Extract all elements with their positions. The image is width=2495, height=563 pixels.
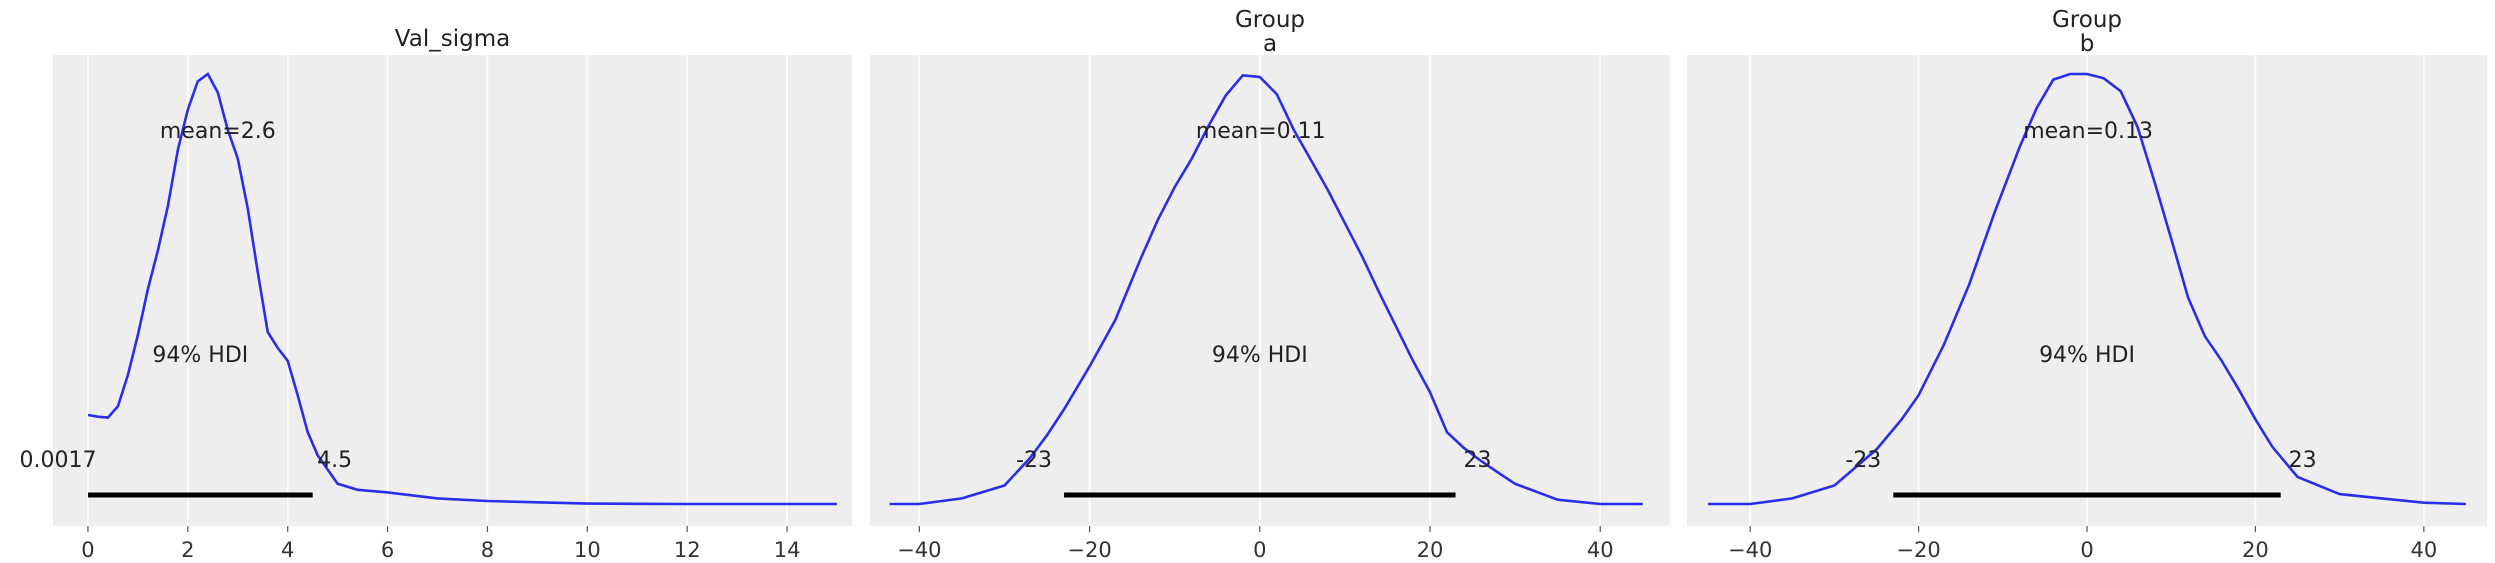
x-tick-label: 0	[2080, 538, 2093, 562]
panel-subtitle: b	[2080, 31, 2095, 57]
hdi-label: 94% HDI	[1212, 343, 1308, 368]
x-tick-label: 6	[381, 538, 394, 562]
density-curve	[87, 72, 837, 506]
x-tick-label: −40	[1728, 538, 1772, 562]
panel-subtitle: a	[1263, 31, 1277, 57]
panel-title: Group	[2052, 7, 2122, 33]
x-tick-label: −20	[1067, 538, 1111, 562]
x-tick-label: 20	[2242, 538, 2269, 562]
x-tick-label: 4	[281, 538, 294, 562]
hdi-label: 94% HDI	[152, 343, 248, 368]
density-curve	[889, 73, 1643, 506]
hdi-low-label: 0.0017	[20, 448, 97, 473]
hdi-low-label: -23	[1016, 448, 1052, 473]
hdi-label: 94% HDI	[2039, 343, 2135, 368]
mean-label: mean=2.6	[160, 119, 276, 144]
hdi-high-label: 23	[2289, 448, 2317, 473]
panel-title: Val_sigma	[395, 26, 510, 52]
x-tick-label: 20	[1417, 538, 1444, 562]
x-tick-label: 40	[2410, 538, 2437, 562]
hdi-low-label: -23	[1845, 448, 1881, 473]
panel-title: Group	[1235, 7, 1305, 33]
x-tick-label: 2	[181, 538, 194, 562]
x-tick-label: 8	[481, 538, 494, 562]
x-tick-label: 0	[1253, 538, 1266, 562]
density-curve	[1708, 72, 2466, 506]
x-tick-label: −20	[1896, 538, 1940, 562]
plot-area	[53, 55, 852, 526]
hdi-high-label: 23	[1464, 448, 1492, 473]
hdi-high-label: 4.5	[317, 448, 352, 473]
x-tick-label: 12	[674, 538, 701, 562]
x-tick-label: −40	[897, 538, 941, 562]
x-tick-label: 14	[774, 538, 801, 562]
x-tick-label: 0	[81, 538, 94, 562]
mean-label: mean=0.13	[2023, 119, 2153, 144]
x-tick-label: 10	[574, 538, 601, 562]
plot-area	[870, 55, 1670, 526]
mean-label: mean=0.11	[1196, 119, 1326, 144]
x-tick-label: 40	[1587, 538, 1614, 562]
